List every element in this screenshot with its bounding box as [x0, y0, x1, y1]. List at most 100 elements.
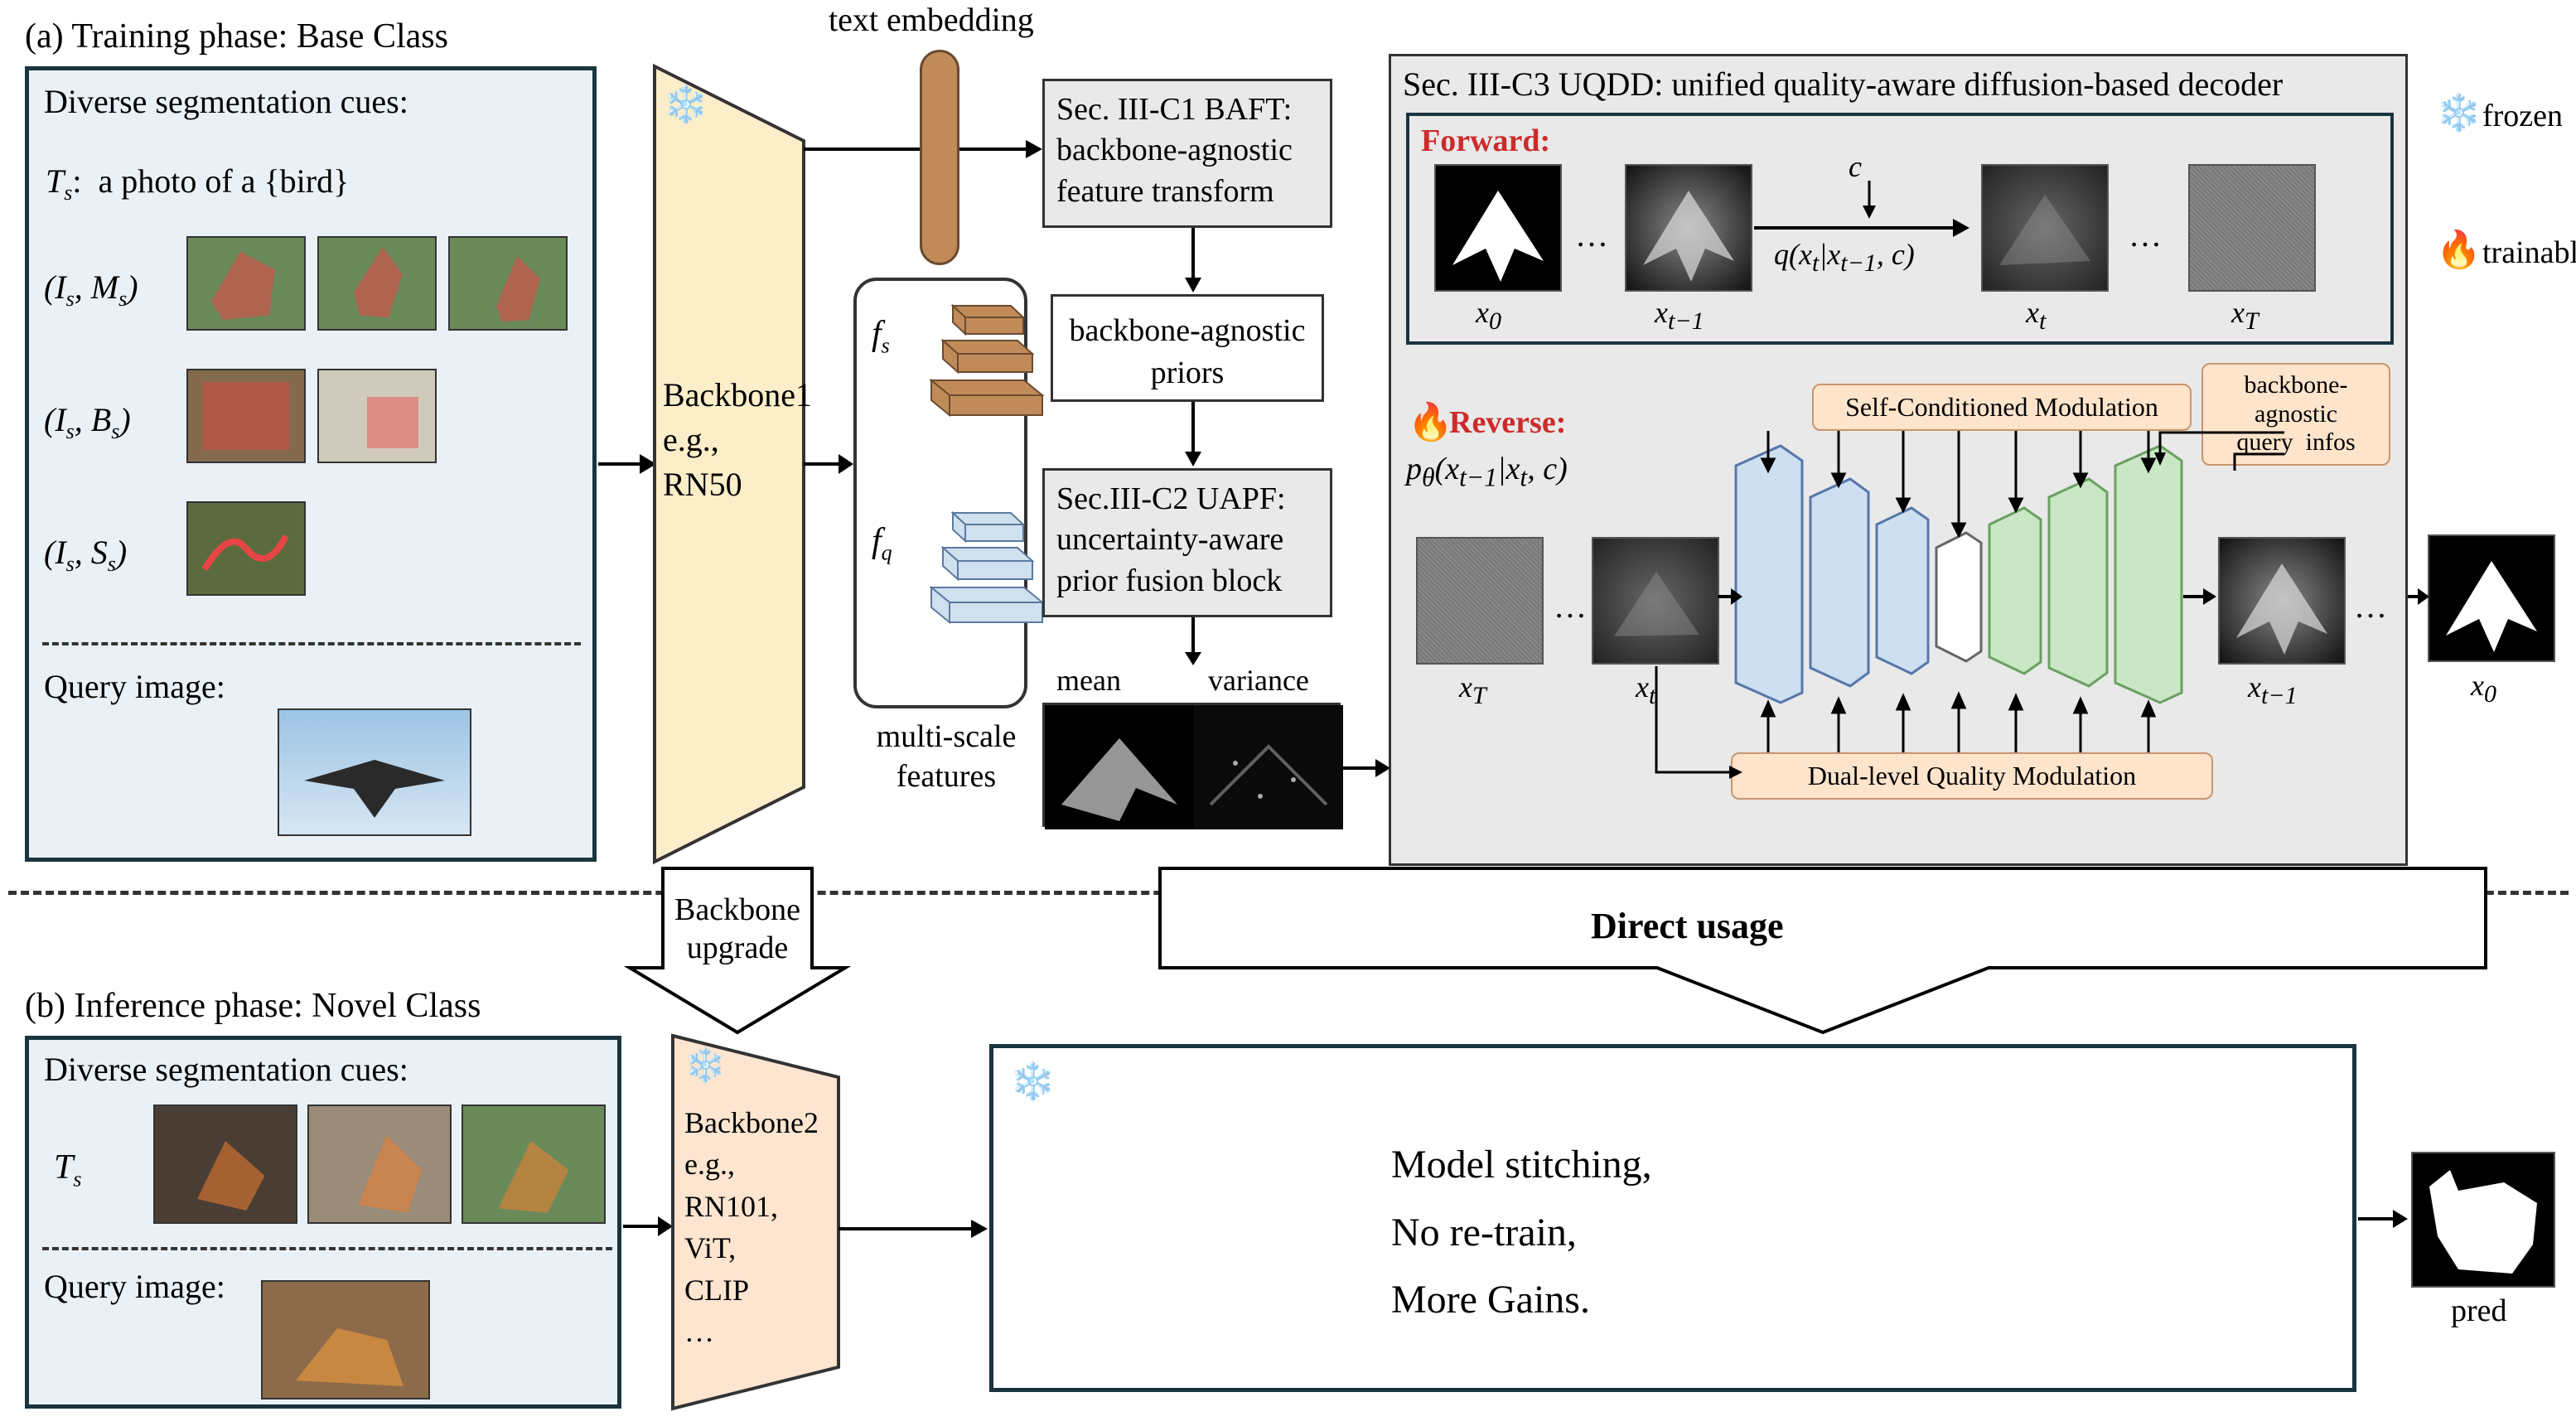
frozen-icon: ❄️	[663, 83, 708, 126]
rev-xtm1	[2218, 537, 2346, 665]
variance-label: variance	[1208, 663, 1309, 698]
thumb	[186, 501, 306, 596]
unet-bar	[1736, 446, 1802, 703]
dots: …	[2129, 215, 2162, 254]
pred-label: pred	[2451, 1293, 2507, 1329]
q-label: q(xt|xt−1, c)	[1774, 237, 1915, 278]
noisy-bird-icon	[2220, 539, 2344, 663]
mask-overlay	[155, 1106, 296, 1222]
cues-title-b: Diverse segmentation cues:	[44, 1050, 408, 1089]
xT-img	[2188, 164, 2316, 292]
xt-lbl: xt	[2026, 295, 2046, 336]
query-thumb	[278, 708, 471, 836]
arrow-icon	[804, 145, 920, 153]
xtm1-img	[1625, 164, 1752, 292]
priors-2: priors	[1151, 355, 1225, 390]
priors-1: backbone-agnostic	[1070, 313, 1306, 348]
dqm-box: Dual-level Quality Modulation	[1731, 752, 2213, 800]
baq-connector	[2135, 429, 2384, 479]
x0-img	[1434, 164, 1562, 292]
backbone1-text: Backbone1 e.g., RN50	[663, 373, 812, 507]
backbone2-text: Backbone2 e.g., RN101, ViT, CLIP …	[684, 1102, 819, 1352]
direct-usage-text: Direct usage	[1591, 905, 1784, 947]
fq-label: fq	[872, 521, 892, 565]
mask-overlay	[188, 238, 304, 329]
pyramid-icon	[911, 306, 1027, 447]
uapf-box: Sec.III-C2 UAPF: uncertainty-aware prior…	[1042, 468, 1332, 617]
meanvar-svg	[1045, 705, 1343, 829]
s3: More Gains.	[1391, 1278, 1590, 1322]
bird-mask-icon	[1436, 166, 1560, 290]
noisy-bird-icon	[1626, 166, 1751, 290]
rev-xT	[1416, 537, 1544, 665]
cat-mask-icon	[2413, 1153, 2554, 1286]
reverse-label: Reverse:	[1449, 404, 1566, 441]
feature-box: fs fq	[853, 278, 1027, 708]
cat-overlay	[263, 1282, 428, 1398]
arrow-icon	[623, 1210, 673, 1243]
arrow-icon	[959, 145, 1042, 153]
s2: No re-train,	[1391, 1211, 1577, 1254]
noisy-bird-icon	[1983, 166, 2107, 290]
text-embedding-label: text embedding	[829, 0, 1034, 39]
panel-b-box: Diverse segmentation cues: Ts Query imag…	[25, 1036, 621, 1409]
flame-icon: 🔥	[1408, 400, 1453, 443]
bb1-l2: e.g.,	[663, 421, 719, 458]
snow-icon: ❄️	[2436, 91, 2482, 134]
bird-mask-icon	[2429, 536, 2554, 660]
dots: …	[1575, 215, 1608, 254]
box-overlay	[367, 397, 418, 448]
arrow-icon	[804, 447, 853, 481]
feat-caption: multi-scalefeatures	[872, 718, 1021, 796]
rev-xt	[1592, 537, 1719, 665]
query-label: Query image:	[44, 667, 225, 706]
p-label: pθ(xt−1|xt, c)	[1406, 451, 1568, 493]
priors-box: backbone-agnostic priors	[1051, 294, 1324, 402]
box-overlay	[203, 382, 289, 450]
query-label-b: Query image:	[44, 1267, 225, 1306]
mask-overlay	[309, 1106, 450, 1222]
row-iss: (Is, Ss)	[44, 533, 127, 577]
xt-img	[1981, 164, 2109, 292]
stitch-box: ❄️ Model stitching, No re-train, More Ga…	[989, 1044, 2356, 1392]
dots: …	[2354, 587, 2387, 626]
scm-box: Self-Conditioned Modulation	[1812, 384, 2192, 431]
panel-b-heading: (b) Inference phase: Novel Class	[25, 986, 481, 1026]
arrow-icon	[1718, 587, 1742, 607]
baft-3: feature transform	[1056, 174, 1274, 209]
unet-bar	[2049, 479, 2107, 686]
connector	[1027, 489, 1044, 497]
meanvar-img	[1042, 703, 1341, 827]
frozen-icon: ❄️	[684, 1046, 726, 1085]
dots: …	[1554, 587, 1587, 626]
frozen-icon: ❄️	[1010, 1060, 1056, 1103]
arrow-icon	[2408, 587, 2429, 607]
arrow-icon	[1861, 181, 1878, 219]
bb2-3: RN101,	[684, 1190, 778, 1223]
trainable-label: trainable	[2482, 234, 2576, 271]
ts-label: Ts: a photo of a {bird}	[46, 162, 349, 205]
dashed-divider	[42, 1247, 612, 1250]
unet-bar	[1877, 508, 1928, 674]
panel-a-cues-box: Diverse segmentation cues: Ts: a photo o…	[25, 66, 597, 862]
frozen-label: frozen	[2482, 98, 2563, 134]
unet-bar	[1810, 479, 1868, 686]
forward-box: Forward: x0 … xt−1 c q(xt|xt−1, c) xt … …	[1406, 113, 2394, 345]
ts-b: Ts	[54, 1148, 81, 1192]
baft-2: backbone-agnostic	[1056, 133, 1293, 167]
panel-a-heading: (a) Training phase: Base Class	[25, 17, 448, 56]
fs-label: fs	[872, 314, 890, 358]
uapf-2: uncertainty-aware	[1056, 522, 1283, 557]
bb2-4: ViT,	[684, 1231, 736, 1264]
forward-label: Forward:	[1421, 123, 1550, 159]
arrow-icon	[598, 447, 656, 481]
rev-xtm1-lbl: xt−1	[2248, 669, 2298, 710]
flame-icon: 🔥	[2436, 228, 2482, 271]
ts-sub: s	[64, 181, 72, 205]
cues-title: Diverse segmentation cues:	[44, 82, 408, 121]
bb2-5: CLIP	[684, 1274, 749, 1307]
pred-img	[2411, 1152, 2555, 1288]
final-x0	[2428, 534, 2555, 662]
x0-lbl: x0	[1476, 295, 1501, 336]
bb2-1: Backbone2	[684, 1106, 819, 1139]
